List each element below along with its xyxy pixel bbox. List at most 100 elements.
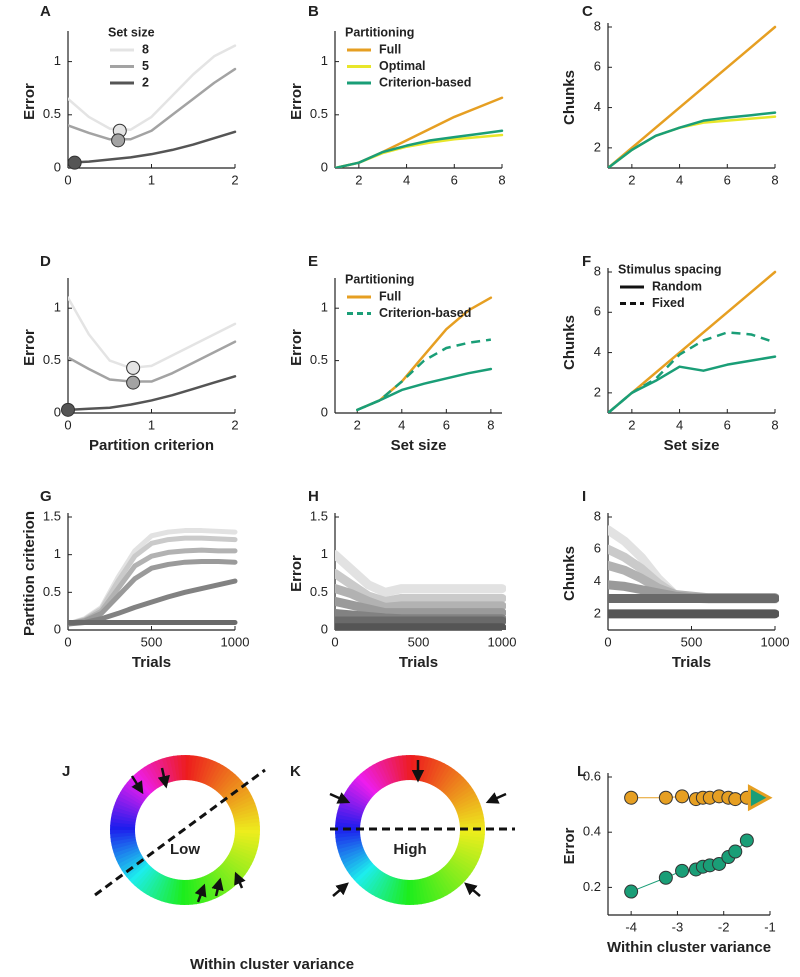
wheel-segment xyxy=(214,769,233,792)
y-tick-label: 0 xyxy=(54,404,61,419)
wheel-segment xyxy=(427,759,442,785)
wheel-segment xyxy=(437,767,455,790)
wheel-segment xyxy=(120,788,144,805)
arrow xyxy=(194,883,207,903)
arrow xyxy=(211,877,224,897)
x-tick-label: 8 xyxy=(498,172,505,187)
y-tick-label: 1 xyxy=(54,53,61,68)
wheel-segment xyxy=(226,855,250,872)
y-tick-label: 0.5 xyxy=(43,352,61,367)
x-tick-label: 4 xyxy=(676,172,683,187)
x-axis-label: Trials xyxy=(399,654,438,671)
wheel-caption: Within cluster variance xyxy=(190,956,354,973)
y-axis-label: Partition criterion xyxy=(21,511,38,636)
x-tick-label: 0 xyxy=(64,172,71,187)
legend-label: Full xyxy=(379,289,401,303)
wheel-segment xyxy=(436,870,455,894)
x-tick-label: 2 xyxy=(231,172,238,187)
y-tick-label: 1 xyxy=(321,300,328,315)
y-tick-label: 0.5 xyxy=(43,584,61,599)
wheel-segment xyxy=(424,876,437,902)
wheel-segment xyxy=(354,776,376,797)
wheel-segment xyxy=(140,870,158,893)
wheel-segment xyxy=(229,795,254,811)
wheel-segment xyxy=(432,763,449,787)
series-line xyxy=(608,25,777,168)
y-tick-label: 8 xyxy=(594,18,601,33)
y-tick-label: 0.4 xyxy=(583,824,601,839)
y-tick-label: 0 xyxy=(321,159,328,174)
wheel-segment xyxy=(386,757,398,783)
wheel-segment xyxy=(409,879,414,905)
panel-letter: D xyxy=(40,253,51,270)
wheel-segment xyxy=(150,874,165,899)
legend-label: Full xyxy=(379,42,401,56)
x-axis-label: Within cluster variance xyxy=(607,939,771,956)
wheel-segment xyxy=(344,854,369,871)
wheel-segment xyxy=(231,803,257,816)
panel-letter: C xyxy=(582,3,593,20)
x-tick-label: 4 xyxy=(398,417,405,432)
x-tick-label: -3 xyxy=(672,919,684,934)
wheel-segment xyxy=(234,826,260,831)
y-axis-label: Chunks xyxy=(561,546,578,601)
y-tick-label: 4 xyxy=(594,573,601,588)
wheel-segment xyxy=(459,832,485,839)
wheel-segment xyxy=(434,871,451,896)
wheel-segment xyxy=(339,847,365,861)
wheel-segment xyxy=(458,837,485,847)
wheel-segment xyxy=(417,878,426,905)
wheel-label: Low xyxy=(170,841,200,858)
y-tick-label: 6 xyxy=(594,59,601,74)
point xyxy=(728,792,743,807)
wheel-segment xyxy=(228,852,252,869)
wheel-segment xyxy=(114,847,140,861)
y-tick-label: 6 xyxy=(594,304,601,319)
x-axis-label: Trials xyxy=(672,654,711,671)
wheel-segment xyxy=(195,756,206,782)
wheel-segment xyxy=(140,766,159,790)
wheel-segment xyxy=(128,863,150,884)
y-axis-label: Error xyxy=(21,329,38,366)
legend-label: Random xyxy=(652,279,702,293)
wheel-segment xyxy=(222,779,244,799)
wheel-segment xyxy=(456,803,482,816)
wheel-segment xyxy=(220,776,242,797)
panel-letter: H xyxy=(308,488,319,505)
wheel-segment xyxy=(406,755,411,781)
x-axis-label: Partition criterion xyxy=(89,437,214,454)
x-tick-label: 0 xyxy=(64,634,71,649)
series-line xyxy=(335,129,504,168)
wheel-segment xyxy=(187,755,194,781)
wheel-segment xyxy=(335,813,362,823)
wheel-segment xyxy=(458,810,484,821)
wheel-segment xyxy=(134,771,154,793)
wheel-segment xyxy=(345,788,369,805)
x-tick-label: 2 xyxy=(355,172,362,187)
wheel-segment xyxy=(356,773,377,795)
wheel-segment xyxy=(347,785,370,803)
y-tick-label: 1 xyxy=(54,546,61,561)
legend-label: 8 xyxy=(142,42,149,56)
arrow xyxy=(485,792,507,804)
panel-letter: G xyxy=(40,488,52,505)
wheel-segment xyxy=(119,854,144,871)
wheel-segment xyxy=(202,875,216,901)
wheel-segment xyxy=(202,759,217,785)
arrow xyxy=(329,792,351,804)
series-line xyxy=(68,44,237,131)
wheel-segment xyxy=(233,810,259,821)
wheel-segment xyxy=(111,839,137,850)
wheel-segment xyxy=(450,785,474,804)
wheel-segment xyxy=(233,814,260,823)
panel-letter: E xyxy=(308,253,318,270)
panel-letter: A xyxy=(40,3,51,20)
arrow xyxy=(332,882,349,897)
y-tick-label: 1 xyxy=(321,53,328,68)
wheel-segment xyxy=(383,758,396,784)
wheel-segment xyxy=(455,799,481,813)
wheel-segment xyxy=(181,755,186,781)
x-tick-label: 1 xyxy=(148,172,155,187)
y-tick-label: 0 xyxy=(321,621,328,636)
wheel-segment xyxy=(349,782,372,801)
